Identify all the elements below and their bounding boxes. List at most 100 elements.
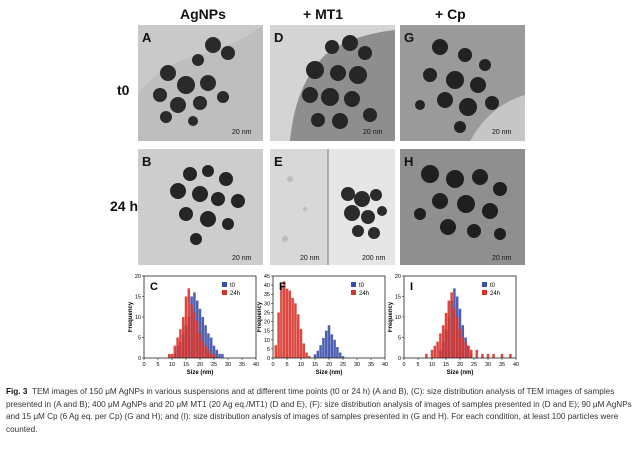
x-tick-label: 10 — [298, 362, 304, 368]
scale-bar-g: 20 nm — [492, 129, 512, 136]
bar-t0-27 — [218, 353, 221, 358]
bar-24h-25 — [212, 353, 216, 358]
chart-letter: I — [410, 281, 413, 293]
bar-24h-35 — [500, 353, 504, 358]
bar-24h-7 — [291, 297, 294, 358]
bar-24h-12 — [305, 352, 308, 358]
bar-t0-15 — [313, 354, 317, 358]
bar-t0-25 — [212, 345, 216, 358]
y-tick-label: 10 — [264, 338, 270, 344]
y-tick-label: 10 — [135, 315, 141, 321]
bar-t0-23 — [336, 347, 339, 358]
x-axis-label: Size (nm) — [316, 370, 343, 376]
tem-image-a — [138, 25, 263, 141]
bar-24h-26 — [475, 349, 479, 358]
panel-letter-b: B — [142, 154, 152, 169]
y-tick-label: 0 — [398, 356, 401, 362]
bar-t0-20 — [198, 308, 202, 358]
x-tick-label: 0 — [402, 362, 405, 368]
x-tick-label: 20 — [326, 362, 332, 368]
tem-image-g — [400, 25, 525, 141]
bar-t0-21 — [330, 334, 334, 358]
scale-bar-b: 20 nm — [232, 255, 252, 262]
x-tick-label: 5 — [416, 362, 419, 368]
legend-swatch-t0 — [482, 282, 487, 287]
y-tick-label: 45 — [264, 274, 270, 280]
bar-24h-2 — [277, 312, 280, 358]
bar-24h-22 — [464, 341, 467, 358]
bar-24h-4 — [282, 281, 286, 358]
y-tick-label: 20 — [395, 274, 401, 280]
x-axis-label: Size (nm) — [447, 370, 474, 376]
bar-24h-18 — [453, 308, 456, 358]
scale-bar-d: 20 nm — [363, 129, 383, 136]
caption-label: Fig. 3 — [6, 387, 28, 396]
x-tick-label: 25 — [340, 362, 346, 368]
bar-24h-14 — [441, 325, 445, 358]
bar-t0-16 — [316, 350, 320, 358]
y-tick-label: 25 — [264, 310, 270, 316]
bar-24h-3 — [280, 285, 283, 358]
y-tick-label: 15 — [264, 329, 270, 335]
legend-label-t0: t0 — [359, 283, 365, 289]
legend-label-24h: 24h — [359, 291, 369, 297]
bar-24h-5 — [285, 288, 289, 358]
bar-24h-8 — [294, 303, 297, 358]
bar-24h-11 — [173, 345, 177, 358]
bar-24h-9 — [296, 314, 300, 358]
y-tick-label: 35 — [264, 292, 270, 298]
x-tick-label: 25 — [471, 362, 477, 368]
y-tick-label: 15 — [135, 295, 141, 301]
bar-t0-28 — [221, 353, 224, 358]
scale-bar-h: 20 nm — [492, 255, 512, 262]
legend-label-t0: t0 — [230, 283, 236, 289]
bar-24h-38 — [509, 353, 512, 358]
scale-bar-e-inset: 200 nm — [362, 255, 386, 262]
x-tick-label: 10 — [169, 362, 175, 368]
y-tick-label: 0 — [267, 356, 270, 362]
bar-t0-20 — [327, 325, 331, 358]
bar-24h-13 — [439, 333, 442, 358]
legend-label-t0: t0 — [490, 283, 496, 289]
bar-24h-1 — [274, 345, 278, 358]
y-tick-label: 20 — [135, 274, 141, 280]
bar-24h-22 — [204, 345, 207, 358]
legend-swatch-t0 — [222, 282, 227, 287]
legend-swatch-24h — [222, 290, 227, 295]
scale-bar-e: 20 nm — [300, 255, 320, 262]
histogram-c: 0 5 10 15 20 25 30 35 40 0 5 10 15 20 Size (nm) Frequen… — [128, 274, 259, 376]
bar-24h-23 — [467, 345, 470, 358]
scale-bar-a: 20 nm — [232, 129, 252, 136]
bar-t0-23 — [207, 333, 210, 358]
x-tick-label: 15 — [443, 362, 449, 368]
bar-24h-12 — [176, 337, 179, 358]
bar-24h-23 — [207, 349, 210, 358]
x-tick-label: 30 — [485, 362, 491, 368]
x-tick-label: 40 — [382, 362, 388, 368]
bar-24h-11 — [302, 343, 306, 358]
y-tick-label: 30 — [264, 301, 270, 307]
x-tick-label: 10 — [429, 362, 435, 368]
bar-t0-17 — [319, 345, 322, 358]
bar-t0-26 — [215, 349, 219, 358]
bar-24h-24 — [469, 349, 473, 358]
bar-24h-14 — [181, 317, 185, 358]
x-tick-label: 40 — [253, 362, 259, 368]
bar-24h-18 — [193, 312, 196, 358]
bar-24h-15 — [444, 312, 448, 358]
bar-24h-32 — [492, 353, 495, 358]
bar-24h-19 — [195, 321, 199, 358]
bar-24h-21 — [461, 337, 465, 358]
panel-letter-h: H — [404, 154, 414, 169]
panel-letter-g: G — [404, 30, 415, 45]
y-tick-label: 15 — [395, 295, 401, 301]
bar-24h-20 — [198, 333, 202, 358]
y-tick-label: 0 — [138, 356, 141, 362]
chart-letter: C — [150, 281, 158, 293]
row-label-t0: t0 — [117, 82, 130, 98]
column-header-agnps: AgNPs — [180, 6, 226, 22]
x-axis-label: Size (nm) — [187, 370, 214, 376]
x-tick-label: 0 — [142, 362, 145, 368]
x-tick-label: 20 — [457, 362, 463, 368]
x-tick-label: 15 — [183, 362, 189, 368]
